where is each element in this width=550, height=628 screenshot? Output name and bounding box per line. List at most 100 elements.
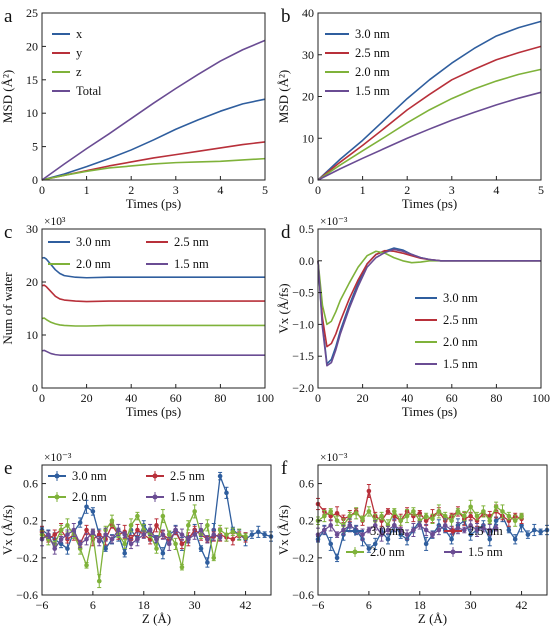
y-exponent-label: ×10⁻³ xyxy=(44,452,72,464)
legend-label: 2.0 nm xyxy=(443,335,478,349)
series-line xyxy=(317,248,541,367)
data-point xyxy=(519,523,524,528)
y-exponent-label: ×10⁻³ xyxy=(320,452,348,464)
legend-item: 1.5 nm xyxy=(325,84,390,98)
data-point xyxy=(224,490,229,496)
series-1-5-nm xyxy=(317,248,541,367)
plot-frame xyxy=(317,228,542,389)
data-point xyxy=(468,523,473,528)
data-point xyxy=(90,529,96,535)
data-point xyxy=(334,532,340,537)
x-tick-label: 6 xyxy=(90,598,96,612)
legend-item: 2.0 nm xyxy=(415,335,478,349)
data-point xyxy=(474,513,480,519)
data-point xyxy=(166,532,172,537)
legend-item: 2.0 nm xyxy=(346,545,405,559)
x-tick-label: 2 xyxy=(404,183,410,197)
data-point xyxy=(322,527,327,533)
legend-item: 1.5 nm xyxy=(146,257,209,271)
y-tick-label: 20 xyxy=(26,275,38,289)
legend-item: y xyxy=(52,46,83,60)
data-point xyxy=(211,532,217,537)
data-point xyxy=(58,541,64,547)
series-line xyxy=(317,247,541,365)
series-2-0-nm xyxy=(317,68,542,181)
data-point xyxy=(217,473,223,479)
x-tick-label: 4 xyxy=(493,183,499,197)
data-point xyxy=(166,541,172,547)
data-point xyxy=(474,527,480,533)
y-tick-label: 20 xyxy=(26,39,38,53)
plot-frame xyxy=(41,228,266,389)
y-axis-label: Vx (Å/fs) xyxy=(276,283,291,333)
series-1-5-nm xyxy=(317,91,542,181)
data-point xyxy=(243,534,248,539)
x-axis-label: Z (Å) xyxy=(418,611,447,626)
legend-label: y xyxy=(76,46,83,60)
data-point xyxy=(192,532,197,537)
data-point xyxy=(255,529,261,535)
legend-label: 1.5 nm xyxy=(468,545,503,559)
legend-item: 3.0 nm xyxy=(346,524,405,538)
series-2-5-nm xyxy=(41,284,265,303)
x-axis-label: Times (ps) xyxy=(126,404,182,419)
data-point xyxy=(531,527,537,533)
data-point xyxy=(109,536,115,542)
data-point xyxy=(58,536,64,542)
y-tick-label: 0.2 xyxy=(299,514,314,528)
panel-letter: e xyxy=(4,458,12,479)
data-point xyxy=(468,532,473,537)
data-point xyxy=(379,532,384,537)
data-point xyxy=(481,525,486,531)
series-1-5-nm xyxy=(41,349,265,356)
x-axis-label: Times (ps) xyxy=(126,196,182,211)
y-tick-label: 0 xyxy=(32,173,38,187)
legend-item: 1.5 nm xyxy=(415,357,478,371)
x-tick-label: 6 xyxy=(366,598,372,612)
data-point xyxy=(347,523,353,528)
x-axis-label: Times (ps) xyxy=(402,196,458,211)
data-point xyxy=(538,529,543,535)
y-tick-label: 40 xyxy=(302,6,314,20)
panel-letter: d xyxy=(281,222,291,243)
data-point xyxy=(322,513,327,519)
data-point xyxy=(366,527,372,533)
x-tick-label: 20 xyxy=(81,391,93,405)
data-point xyxy=(186,536,191,542)
y-tick-label: 10 xyxy=(26,106,38,120)
x-tick-label: 42 xyxy=(516,598,528,612)
data-point xyxy=(442,513,448,519)
y-tick-label: −0.5 xyxy=(292,286,314,300)
series-x xyxy=(41,98,266,181)
series-line xyxy=(41,317,265,327)
series-line xyxy=(41,349,265,356)
data-point xyxy=(455,525,461,531)
panel-a: a 0 1 2 3 4 5 0 5 10 15 20 25 Times (ps) MSD (Å²) xyz To… xyxy=(0,6,268,211)
legend-label: 2.0 nm xyxy=(355,65,390,79)
x-tick-label: 20 xyxy=(357,391,369,405)
data-point xyxy=(392,509,397,514)
data-point xyxy=(423,541,429,547)
x-tick-label: 60 xyxy=(446,391,458,405)
y-axis-label: MSD (Å²) xyxy=(276,70,291,123)
legend-item: 1.5 nm xyxy=(146,490,205,504)
y-axis-label: MSD (Å²) xyxy=(0,70,15,123)
x-tick-label: 0 xyxy=(315,391,321,405)
data-point xyxy=(417,510,423,516)
legend-label: Total xyxy=(76,84,102,98)
y-tick-label: 30 xyxy=(26,222,38,236)
data-point xyxy=(141,532,147,537)
x-tick-label: 5 xyxy=(262,183,268,197)
series-line xyxy=(41,39,266,181)
x-tick-label: 40 xyxy=(401,391,413,405)
y-tick-label: −1.0 xyxy=(292,317,314,331)
data-point xyxy=(493,518,499,524)
legend-label: 1.5 nm xyxy=(355,84,390,98)
series-1-5-nm xyxy=(39,523,223,555)
data-point xyxy=(372,541,378,547)
legend-label: 1.5 nm xyxy=(443,357,478,371)
data-point xyxy=(249,532,255,537)
y-tick-label: 5 xyxy=(32,140,38,154)
data-point xyxy=(205,560,210,565)
data-point xyxy=(147,527,153,533)
